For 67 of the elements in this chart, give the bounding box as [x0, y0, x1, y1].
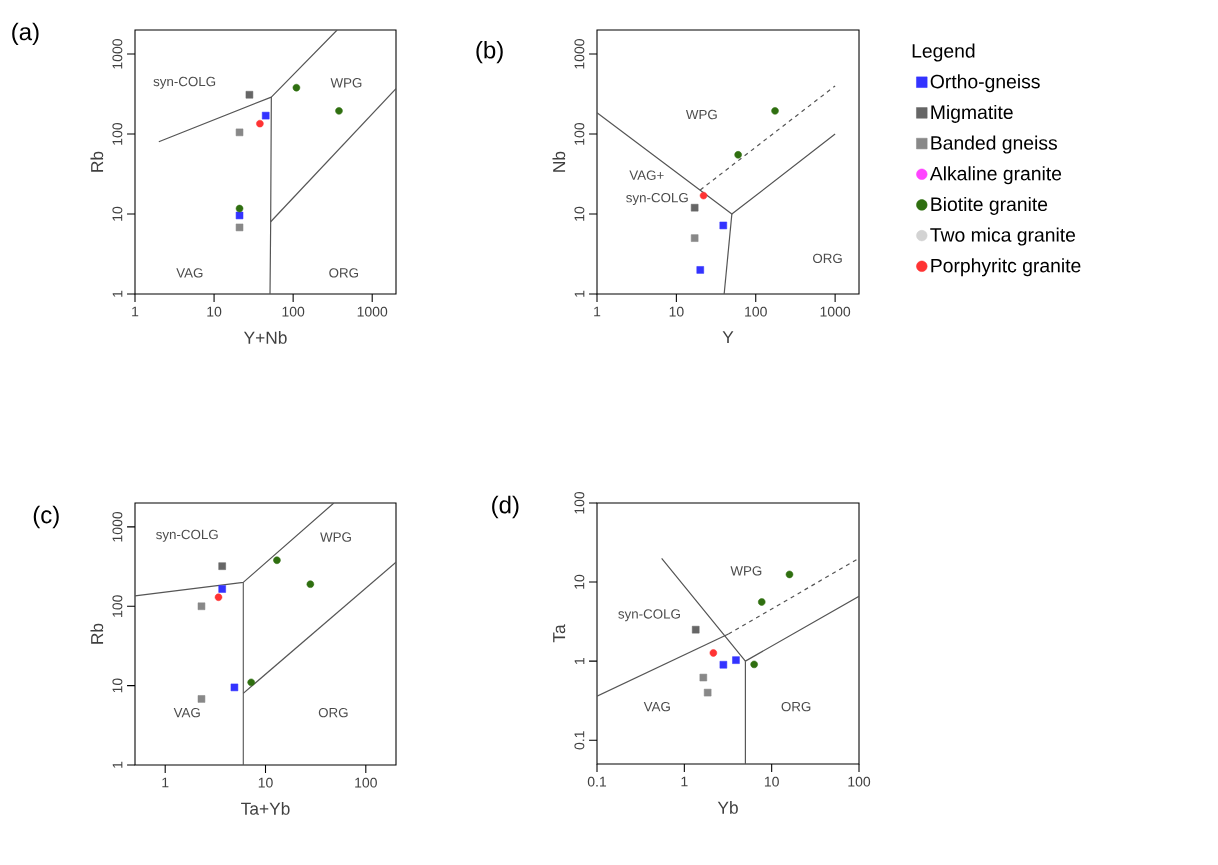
x-tick-label: 10 [207, 306, 222, 317]
y-axis-title: Rb [90, 623, 104, 644]
x-tick-label: 1 [162, 777, 169, 788]
x-tick-label: 100 [355, 777, 377, 788]
y-tick-label: 100 [574, 491, 585, 514]
annotation: syn-COLG [153, 76, 216, 89]
x-tick-label: 10 [764, 776, 779, 787]
annotation: ORG [781, 701, 811, 712]
x-axis-title: Y [722, 331, 734, 344]
x-tick-label: 1000 [820, 306, 851, 317]
chart-title: (d) [492, 495, 519, 519]
annotation: syn-COLG [626, 192, 688, 205]
chart-title: (c) [33, 505, 59, 529]
y-tick-label: 1000 [112, 39, 123, 69]
chart-title: (a) [12, 22, 39, 46]
chart-title: (b) [476, 40, 503, 64]
annotation: WPG [685, 109, 717, 120]
legend-label: Ortho-gneiss [930, 74, 1040, 93]
annotation: WPG [320, 532, 351, 542]
x-axis-title: Y+Nb [243, 331, 287, 344]
y-axis-title: Ta [553, 624, 566, 643]
y-tick-label: 1 [112, 761, 123, 768]
annotation: syn-COLG [156, 529, 218, 542]
annotation: VAG [643, 701, 670, 712]
x-tick-label: 1 [681, 776, 688, 787]
x-axis-title: Ta+Yb [241, 802, 290, 815]
annotation: VAG [176, 268, 203, 278]
y-tick-label: 1 [574, 290, 585, 297]
x-tick-label: 100 [848, 776, 871, 787]
y-tick-label: 100 [112, 595, 123, 617]
y-tick-label: 1 [574, 657, 585, 664]
y-tick-label: 1000 [112, 511, 123, 542]
x-axis-title: Yb [717, 801, 738, 814]
x-tick-label: 1 [132, 306, 139, 317]
annotation: WPG [730, 566, 762, 576]
legend-label: Biotite granite [931, 196, 1048, 215]
x-tick-label: 1000 [357, 306, 388, 317]
legend-label: Alkaline granite [929, 166, 1062, 185]
y-tick-label: 10 [112, 678, 123, 693]
y-tick-label: 1 [112, 290, 123, 297]
y-tick-label: 100 [112, 122, 123, 145]
y-tick-label: 0.1 [574, 731, 585, 750]
y-tick-label: 10 [574, 206, 585, 221]
x-tick-label: 10 [669, 306, 684, 317]
y-tick-label: 10 [112, 206, 123, 221]
x-tick-label: 100 [745, 306, 767, 317]
legend-label: Migmatite [931, 104, 1013, 123]
legend-title: Legend [912, 43, 975, 62]
y-tick-label: 10 [574, 574, 585, 589]
y-axis-title: Nb [552, 151, 566, 172]
legend-label: Porphyritc granite [931, 258, 1081, 277]
annotation: syn-COLG [618, 609, 680, 622]
x-tick-label: 100 [282, 306, 305, 317]
annotation: ORG [329, 268, 358, 278]
x-tick-label: 10 [258, 777, 273, 788]
x-tick-label: 1 [594, 306, 601, 317]
annotation: WPG [330, 78, 362, 88]
annotation: VAG [173, 707, 200, 718]
legend-label: Two mica granite [930, 227, 1076, 246]
y-tick-label: 1000 [574, 39, 585, 69]
annotation: ORG [318, 707, 348, 718]
annotation: ORG [813, 253, 842, 264]
annotation: VAG+ [629, 170, 664, 180]
y-tick-label: 100 [574, 122, 585, 145]
legend-label: Banded gneiss [931, 135, 1057, 154]
x-tick-label: 0.1 [587, 776, 607, 787]
y-axis-title: Rb [90, 151, 104, 172]
